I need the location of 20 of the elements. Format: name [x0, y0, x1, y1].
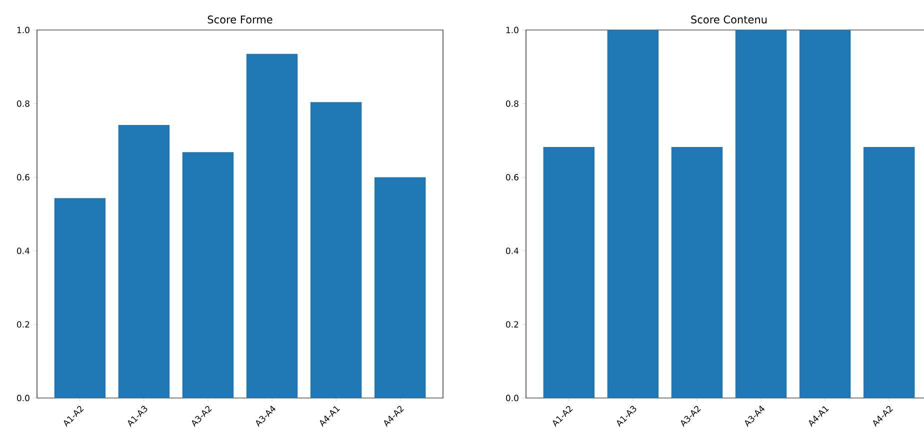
- y-tick-label: 0.4: [506, 248, 518, 254]
- y-tick-label: 0.0: [17, 394, 30, 402]
- y-tick-label: 0.2: [506, 321, 518, 328]
- y-tick-label: 1.0: [17, 26, 30, 34]
- y-tick-label: 1.0: [506, 26, 518, 34]
- y-tick-label: 0.6: [17, 174, 30, 180]
- bar: [118, 124, 170, 398]
- y-tick-label: 0.8: [506, 100, 518, 107]
- bar: [310, 102, 362, 398]
- y-tick-label: 0.0: [506, 394, 518, 402]
- bar: [246, 54, 298, 398]
- bar: [182, 152, 234, 398]
- chart-title: Score Contenu: [691, 16, 767, 24]
- bar: [54, 198, 106, 398]
- chart-title: Score Forme: [208, 16, 272, 24]
- y-tick-label: 0.6: [506, 174, 518, 180]
- y-tick-label: 0.4: [17, 248, 30, 254]
- y-tick-label: 0.8: [17, 100, 30, 107]
- y-tick-label: 0.2: [17, 321, 30, 328]
- bar: [374, 177, 426, 398]
